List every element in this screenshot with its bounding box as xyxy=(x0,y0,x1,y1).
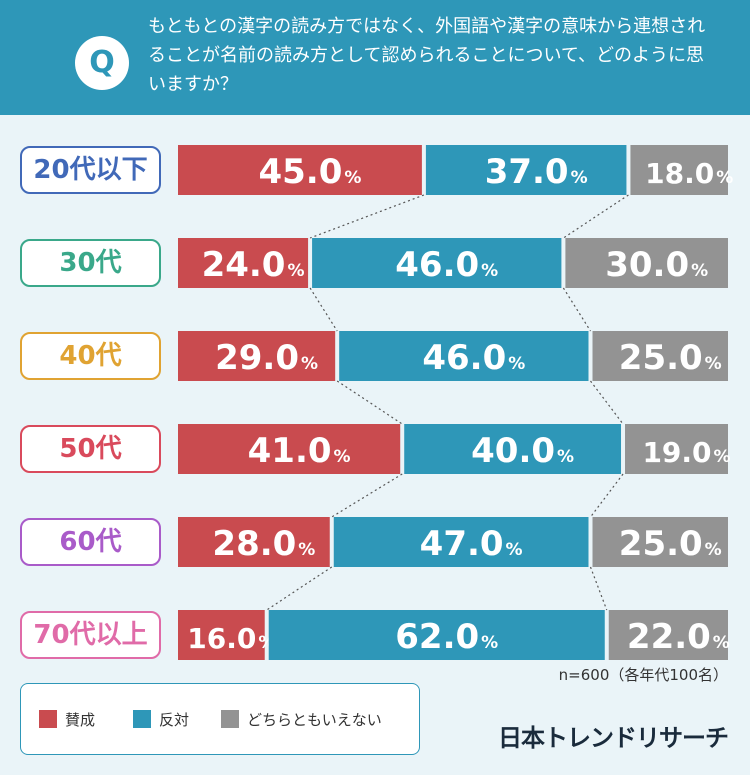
bar-0-1 xyxy=(425,145,627,195)
q-badge: Q xyxy=(75,36,129,90)
bar-label-1-1: 46.0% xyxy=(395,245,498,285)
connector-4-1 xyxy=(589,566,608,611)
bar-3-0 xyxy=(178,424,401,474)
question-text: もともとの漢字の読み方ではなく、外国語や漢字の意味から連想されることが名前の読み… xyxy=(148,16,706,95)
bar-label-3-0: 41.0% xyxy=(248,431,351,471)
bar-label-5-1: 62.0% xyxy=(395,617,498,657)
legend-item-disagree: 反対 xyxy=(133,710,189,730)
bar-5-0 xyxy=(178,610,265,660)
connector-0-0 xyxy=(309,194,425,239)
bar-4-0 xyxy=(178,517,330,567)
brand-logo: 日本トレンドリサーチ xyxy=(498,724,729,752)
bar-2-1 xyxy=(339,331,589,381)
bar-2-2 xyxy=(592,331,728,381)
bar-label-1-0: 24.0% xyxy=(202,245,305,285)
connector-2-1 xyxy=(590,380,624,425)
legend-swatch-agree xyxy=(39,710,57,728)
bar-0-2 xyxy=(630,145,728,195)
connector-4-0 xyxy=(266,566,333,611)
bar-1-2 xyxy=(565,238,728,288)
category-label-0: 20代以下 xyxy=(20,146,161,194)
bar-label-2-2: 25.0% xyxy=(619,338,722,378)
bar-label-4-0: 28.0% xyxy=(212,524,315,564)
bar-2-0 xyxy=(178,331,336,381)
legend-item-neutral: どちらともいえない xyxy=(221,710,382,730)
bar-4-1 xyxy=(333,517,589,567)
legend-label-agree: 賛成 xyxy=(65,711,96,729)
bar-3-1 xyxy=(404,424,622,474)
bar-label-1-2: 30.0% xyxy=(605,245,708,285)
legend-item-agree: 賛成 xyxy=(39,710,95,730)
connector-1-1 xyxy=(562,287,592,332)
question-header: Q もともとの漢字の読み方ではなく、外国語や漢字の意味から連想されることが名前の… xyxy=(0,0,750,115)
bar-5-2 xyxy=(608,610,728,660)
category-label-3: 50代 xyxy=(20,425,161,473)
bar-label-0-2: 18.0% xyxy=(645,157,733,190)
bar-4-2 xyxy=(592,517,728,567)
bar-label-5-0: 16.0% xyxy=(187,622,275,655)
bar-label-5-2: 22.0% xyxy=(627,617,730,657)
bar-label-0-0: 45.0% xyxy=(258,152,361,192)
bar-label-4-1: 47.0% xyxy=(420,524,523,564)
bar-label-3-2: 19.0% xyxy=(642,436,730,469)
bar-5-1 xyxy=(268,610,605,660)
bar-3-2 xyxy=(625,424,728,474)
bar-0-0 xyxy=(178,145,422,195)
category-label-4: 60代 xyxy=(20,518,161,566)
connector-3-0 xyxy=(331,473,403,518)
bar-label-2-1: 46.0% xyxy=(422,338,525,378)
category-label-2: 40代 xyxy=(20,332,161,380)
bar-label-2-0: 29.0% xyxy=(215,338,318,378)
category-label-1: 30代 xyxy=(20,239,161,287)
bar-label-3-1: 40.0% xyxy=(471,431,574,471)
bar-label-0-1: 37.0% xyxy=(485,152,588,192)
legend-swatch-neutral xyxy=(221,710,239,728)
connector-3-1 xyxy=(590,473,624,518)
bar-label-4-2: 25.0% xyxy=(619,524,722,564)
legend-label-neutral: どちらともいえない xyxy=(247,711,382,729)
sample-note: n=600（各年代100名） xyxy=(558,666,728,684)
connector-2-0 xyxy=(336,380,403,425)
legend-swatch-disagree xyxy=(133,710,151,728)
connector-0-1 xyxy=(563,194,629,239)
legend-label-disagree: 反対 xyxy=(159,711,190,729)
bar-1-1 xyxy=(312,238,562,288)
category-label-5: 70代以上 xyxy=(20,611,161,659)
legend: 賛成 反対 どちらともいえない xyxy=(20,683,420,755)
connector-1-0 xyxy=(309,287,338,332)
bar-1-0 xyxy=(178,238,309,288)
